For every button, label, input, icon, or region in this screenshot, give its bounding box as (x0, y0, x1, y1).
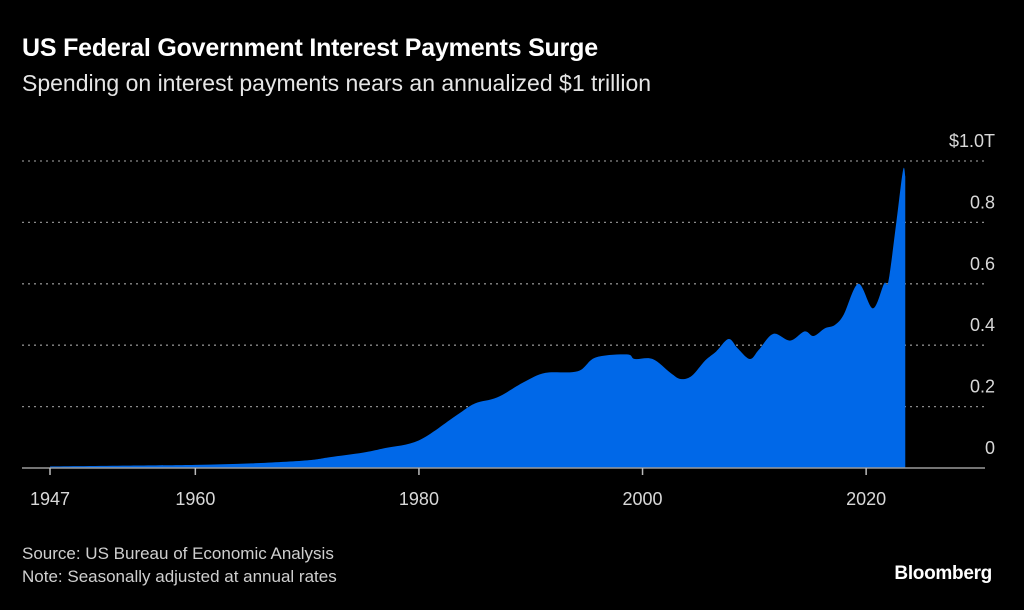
interest-payments-area (50, 167, 906, 468)
x-tick-label: 2020 (846, 489, 886, 509)
source-note: Source: US Bureau of Economic Analysis (22, 544, 334, 563)
y-tick-label: 0.8 (970, 192, 995, 212)
x-tick-label: 1980 (399, 489, 439, 509)
y-tick-label: 0.4 (970, 315, 995, 335)
x-tick-label: 1960 (175, 489, 215, 509)
chart-title: US Federal Government Interest Payments … (22, 34, 598, 62)
y-tick-label: 0.6 (970, 254, 995, 274)
x-tick-label: 1947 (30, 489, 70, 509)
x-tick-label: 2000 (623, 489, 663, 509)
y-tick-label: 0 (985, 438, 995, 458)
bloomberg-logo: Bloomberg (894, 563, 992, 584)
y-tick-label: 0.2 (970, 377, 995, 397)
chart-subtitle: Spending on interest payments nears an a… (22, 70, 652, 96)
y-tick-label: $1.0T (949, 131, 995, 151)
footnote: Note: Seasonally adjusted at annual rate… (22, 567, 337, 586)
